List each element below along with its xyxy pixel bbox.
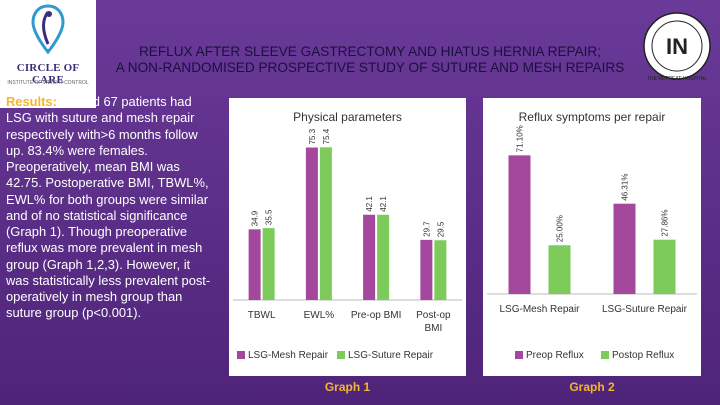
graph-2-caption: Graph 2 — [569, 380, 615, 394]
data-label: 35.5 — [265, 209, 274, 225]
category-label: LSG-Suture Repair — [602, 304, 688, 315]
legend-swatch — [337, 351, 345, 359]
legend-label: LSG-Mesh Repair — [248, 350, 329, 361]
category-label: LSG-Mesh Repair — [499, 304, 580, 315]
data-label: 42.1 — [365, 196, 374, 212]
bar — [319, 147, 332, 300]
svg-text:THE RETREAT HOSPITAL: THE RETREAT HOSPITAL — [647, 76, 707, 82]
bar — [653, 239, 676, 294]
data-label: 27.86% — [661, 210, 670, 237]
title-line-2: A NON-RANDOMISED PROSPECTIVE STUDY OF SU… — [115, 60, 625, 75]
title-line-1: REFLUX AFTER SLEEVE GASTRECTOMY AND HIAT… — [138, 44, 602, 59]
circle-of-care-logo: CIRCLE OF CARE INSTITUTE OF WEIGHT CONTR… — [0, 0, 96, 108]
legend-label: LSG-Suture Repair — [348, 350, 434, 361]
bar — [363, 214, 376, 300]
data-label: 75.4 — [322, 128, 331, 144]
data-label: 46.31% — [621, 174, 630, 201]
logo-name: CIRCLE OF CARE — [16, 62, 80, 86]
data-label: 29.5 — [436, 221, 445, 237]
data-label: 75.3 — [308, 128, 317, 144]
bar — [508, 155, 531, 294]
legend-label: Preop Reflux — [526, 350, 584, 361]
reflux-symptoms-chart: Reflux symptoms per repair 71.10% 25.00% L… — [483, 98, 701, 376]
category-label: Pre-op BMI — [351, 310, 402, 321]
category-label: BMI — [424, 323, 442, 334]
bar — [548, 245, 571, 294]
slide-title: REFLUX AFTER SLEEVE GASTRECTOMY AND HIAT… — [100, 44, 640, 76]
data-label: 71.10% — [516, 125, 525, 152]
bar — [377, 214, 390, 300]
physical-parameters-plot: 34.9 35.5 TBWL 75.3 75.4 EWL% 42.1 42.1 Pre-op B… — [233, 128, 462, 361]
bar — [305, 147, 318, 300]
data-label: 29.7 — [422, 221, 431, 237]
retreat-hospital-seal-icon: IN THE RETREAT HOSPITAL — [643, 12, 711, 82]
logo-pin-icon — [31, 4, 65, 55]
results-label: Results: — [6, 94, 57, 109]
graph-1-caption: Graph 1 — [324, 380, 371, 394]
data-label: 25.00% — [556, 215, 565, 242]
category-label: TBWL — [248, 310, 276, 321]
chart-title: Physical parameters — [293, 110, 402, 124]
bar — [420, 239, 433, 300]
reflux-symptoms-plot: 71.10% 25.00% LSG-Mesh Repair 46.31% 27.86% L… — [487, 125, 697, 361]
legend-swatch — [601, 351, 609, 359]
legend-label: Postop Reflux — [612, 350, 674, 361]
category-label: EWL% — [304, 310, 335, 321]
chart-title: Reflux symptoms per repair — [518, 110, 666, 124]
svg-text:IN: IN — [666, 34, 688, 59]
legend-swatch — [515, 351, 523, 359]
data-label: 42.1 — [379, 196, 388, 212]
data-label: 34.9 — [251, 210, 260, 226]
bar — [434, 240, 447, 300]
results-body: 71 and 67 patients had LSG with suture a… — [6, 94, 211, 321]
category-label: Post-op — [416, 310, 451, 321]
results-text: Results: 71 and 67 patients had LSG with… — [6, 94, 213, 322]
physical-parameters-chart: Physical parameters 34.9 35.5 TBWL 75.3 75.4… — [229, 98, 466, 376]
bar — [262, 228, 275, 300]
bar — [613, 203, 636, 294]
bar — [248, 229, 261, 300]
logo-subtitle: INSTITUTE OF WEIGHT CONTROL — [7, 80, 89, 86]
legend-swatch — [237, 351, 245, 359]
